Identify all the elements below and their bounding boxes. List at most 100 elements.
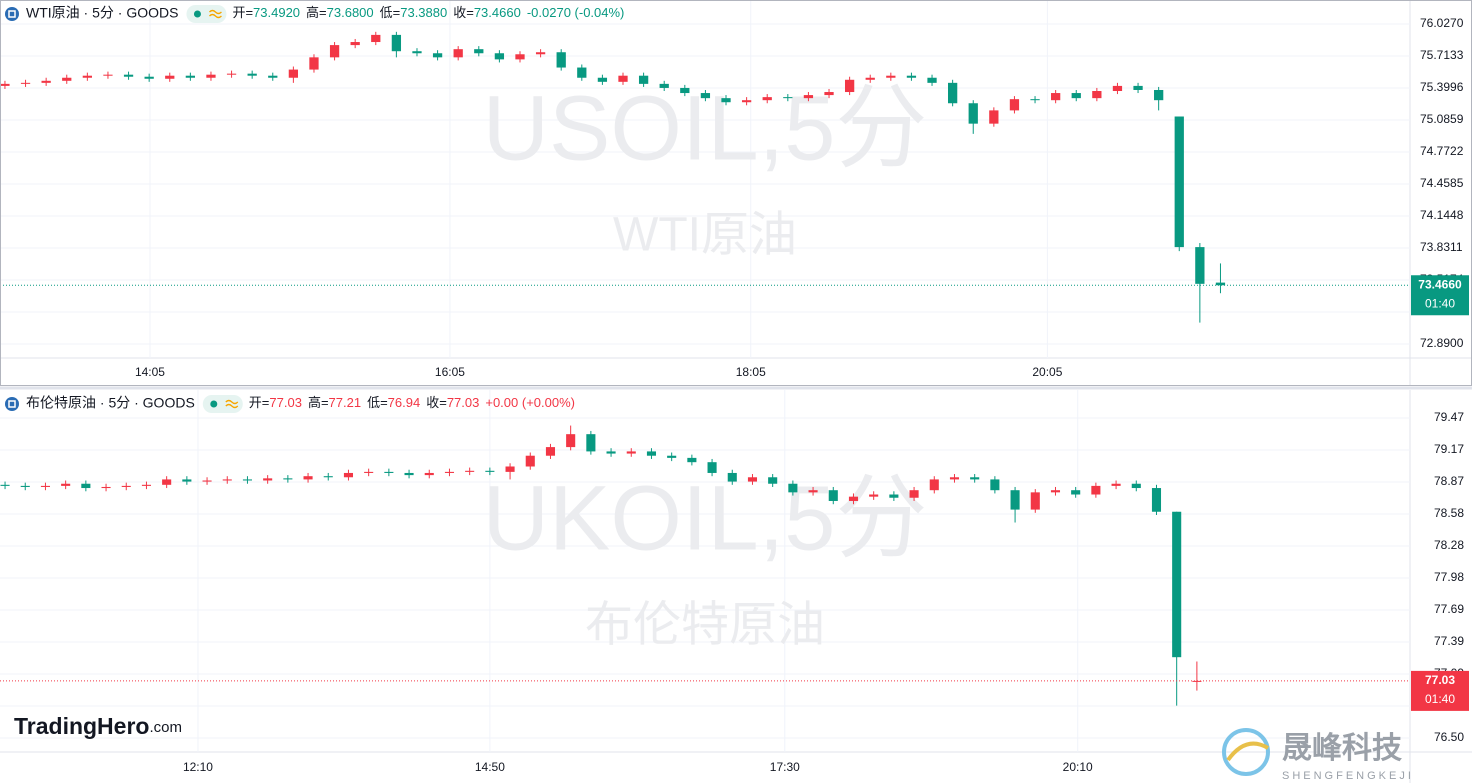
countdown: 01:40	[1425, 692, 1455, 706]
candle-body	[82, 75, 92, 78]
candle-body	[101, 486, 111, 489]
brand-suffix: .com	[149, 719, 182, 736]
candle-body	[1010, 490, 1020, 510]
y-tick-label: 74.7722	[1420, 144, 1464, 158]
stat-value: 73.4660	[474, 5, 521, 20]
candle-body	[1112, 85, 1123, 92]
change: +0.00 (+0.00%)	[485, 395, 575, 410]
candle-body	[1174, 116, 1184, 248]
candle-body	[1030, 492, 1040, 510]
candle-body	[165, 75, 175, 79]
watermark-sub: WTI原油	[613, 209, 797, 262]
candle-body	[268, 75, 278, 78]
candle-body	[121, 485, 131, 487]
x-tick-label: 20:10	[1063, 760, 1093, 774]
candle-body	[741, 100, 752, 103]
brand-logo	[1222, 728, 1270, 776]
x-tick-label: 16:05	[435, 365, 465, 379]
candle-body	[1192, 680, 1202, 682]
candle-body	[783, 97, 793, 99]
candle-body	[242, 479, 253, 481]
y-tick-label: 74.1448	[1420, 208, 1464, 222]
candle-body	[606, 451, 616, 454]
candle-body	[848, 496, 859, 501]
x-tick-label: 17:30	[770, 760, 800, 774]
candle-body	[343, 472, 354, 478]
candle-body	[659, 83, 669, 88]
candle-body	[505, 466, 515, 472]
stat-label: 收=	[453, 5, 474, 20]
candle-body	[162, 479, 172, 485]
candle-body	[700, 93, 711, 99]
candle-body	[0, 484, 10, 486]
brand-name: TradingHero.com	[14, 713, 182, 739]
stat-value: 77.03	[447, 395, 480, 410]
stat-label: 开=	[232, 5, 253, 20]
countdown: 01:40	[1425, 296, 1455, 310]
y-tick-label: 73.8311	[1420, 240, 1463, 254]
stat-value: 73.4920	[253, 5, 300, 20]
candle-body	[828, 490, 838, 501]
candle-body	[1195, 247, 1205, 284]
candle-body	[1050, 490, 1061, 493]
y-tick-label: 77.69	[1434, 602, 1464, 616]
candle-body	[927, 77, 937, 83]
chart-title: 布伦特原油 · 5分 · GOODS	[26, 395, 195, 411]
candle-body	[1215, 282, 1226, 286]
candle-body	[566, 434, 576, 448]
y-tick-label: 75.7133	[1420, 48, 1464, 62]
watermark: UKOIL,5分	[483, 467, 928, 569]
candle-body	[371, 34, 381, 43]
candle-body	[1111, 483, 1121, 486]
candle-body	[303, 476, 313, 480]
candle-body	[1131, 483, 1141, 489]
candle-body	[989, 110, 999, 124]
candle-body	[123, 74, 134, 77]
candle-body	[81, 483, 91, 489]
candle-body	[556, 52, 566, 68]
brand-pinyin: SHENGFENGKEJI	[1282, 770, 1414, 782]
x-tick-label: 14:05	[135, 365, 165, 379]
brand-cn: 晟峰科技	[1282, 732, 1402, 765]
last-price-label: 73.4660	[1418, 277, 1462, 291]
candle-body	[1051, 93, 1061, 101]
candle-body	[0, 83, 10, 86]
candle-body	[309, 57, 319, 70]
symbol-icon	[5, 7, 19, 21]
candle-body	[768, 477, 778, 484]
x-tick-label: 18:05	[736, 365, 766, 379]
last-price-label: 77.03	[1425, 673, 1455, 687]
candle-body	[364, 471, 374, 473]
candle-body	[424, 472, 434, 476]
candle-body	[323, 476, 333, 478]
candle-body	[103, 74, 113, 76]
candle-body	[350, 42, 360, 46]
candle-body	[990, 479, 1000, 491]
candle-body	[680, 87, 690, 94]
candle-body	[222, 479, 232, 481]
candle-body	[586, 434, 596, 452]
candle-body	[1030, 99, 1040, 101]
candle-body	[404, 472, 414, 476]
last-price-box	[1411, 670, 1469, 711]
chart-title: WTI原油 · 5分 · GOODS	[26, 5, 178, 21]
y-tick-label: 75.0859	[1420, 112, 1464, 126]
y-tick-label: 75.3996	[1420, 80, 1464, 94]
last-price-box	[1411, 275, 1469, 316]
candle-body	[1092, 91, 1102, 99]
candle-body	[1133, 85, 1143, 90]
candle-body	[865, 77, 875, 80]
candle-body	[329, 45, 340, 58]
candle-body	[474, 49, 484, 54]
candle-body	[626, 451, 636, 454]
y-tick-label: 76.50	[1434, 730, 1464, 744]
candle-body	[141, 484, 151, 486]
candle-body	[1009, 99, 1020, 111]
y-tick-label: 78.28	[1434, 538, 1464, 552]
branding: TradingHero.com 晟峰科技 SHENGFENGKEJI	[14, 713, 1414, 782]
candle-body	[1151, 488, 1162, 512]
y-tick-label: 79.47	[1434, 410, 1464, 424]
candle-body	[485, 470, 495, 472]
stat-label: 高=	[308, 395, 329, 410]
